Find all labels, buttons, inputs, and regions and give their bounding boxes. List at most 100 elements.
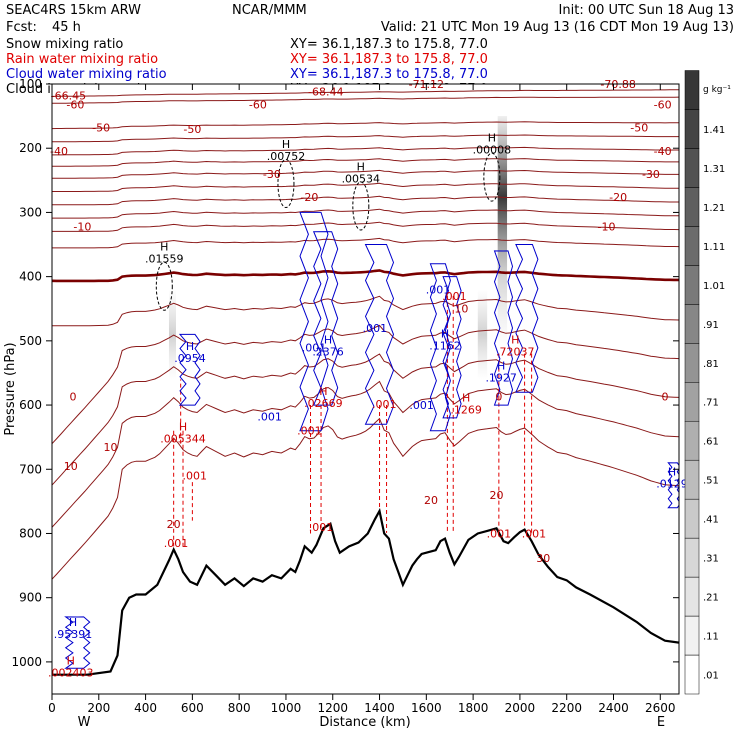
cloud-water-contour bbox=[364, 243, 395, 425]
isotherm-label: 0 bbox=[495, 391, 502, 404]
cloud-water-contour bbox=[493, 250, 514, 406]
x-end-label-west: W bbox=[78, 715, 91, 730]
cloud-ice-peak-value: .00752 bbox=[267, 150, 306, 163]
x-axis-title: Distance (km) bbox=[319, 715, 410, 730]
cloud-water-peak-marker: H bbox=[668, 465, 676, 478]
cloud-water-contour bbox=[312, 231, 339, 406]
y-tick-label: 1000 bbox=[11, 655, 42, 669]
rain-water-peak-marker: H bbox=[511, 334, 519, 347]
forecast-label: Fcst: bbox=[6, 20, 37, 35]
center-title: NCAR/MMM bbox=[232, 3, 307, 18]
rain-water-peak-value: .72037 bbox=[496, 346, 535, 359]
x-tick-label: 1200 bbox=[317, 701, 348, 715]
cloud-water-contour bbox=[429, 263, 451, 432]
isotherm-line bbox=[52, 158, 679, 167]
x-end-label-east: E bbox=[657, 715, 665, 730]
isotherm-label: -30 bbox=[263, 168, 281, 181]
isotherm-line bbox=[52, 221, 679, 232]
x-tick-label: 2400 bbox=[598, 701, 629, 715]
isotherm-label: -40 bbox=[654, 145, 672, 158]
cloud-ice-contour bbox=[277, 159, 295, 209]
y-tick-label: 300 bbox=[19, 205, 42, 219]
x-tick-label: 1600 bbox=[411, 701, 442, 715]
cloud-water-peak-value: .1162 bbox=[429, 339, 461, 352]
colorbar-level-label: .91 bbox=[703, 320, 719, 331]
cloud-ice-peak-marker: H bbox=[160, 241, 168, 254]
colorbar-level-label: .71 bbox=[703, 398, 719, 409]
terrain-line bbox=[52, 507, 679, 676]
cloud-water-peak-value: .0954 bbox=[174, 352, 206, 365]
isotherm-line bbox=[52, 269, 679, 283]
x-tick-label: 2200 bbox=[551, 701, 582, 715]
colorbar-level-label: .21 bbox=[703, 593, 719, 604]
contour-label: 10 bbox=[454, 303, 468, 316]
rain-water-peak-value: .1269 bbox=[450, 403, 482, 416]
isotherm-line bbox=[52, 295, 679, 327]
colorbar-swatch bbox=[684, 576, 700, 617]
snow-column-shading bbox=[497, 116, 508, 348]
isotherm-line bbox=[52, 121, 679, 130]
field-xy: XY= 36.1,187.3 to 175.8, 77.0 bbox=[290, 52, 488, 67]
cloud-ice-peak-value: .00008 bbox=[473, 143, 512, 156]
colorbar-level-label: .51 bbox=[703, 476, 719, 487]
field-label: Cloud water mixing ratio bbox=[6, 67, 167, 82]
colorbar-level-label: 1.01 bbox=[703, 281, 725, 292]
minimum-contour-label: .001 bbox=[182, 470, 207, 483]
minimum-contour-label: .001 bbox=[487, 527, 512, 540]
cloud-water-contour bbox=[178, 333, 201, 406]
contour-label: 30 bbox=[536, 552, 550, 565]
cloud-water-contour bbox=[299, 211, 329, 432]
isotherm-line bbox=[52, 195, 679, 206]
cloud-ice-peak-value: .00534 bbox=[342, 172, 381, 185]
cloud-water-peak-value: .0129 bbox=[656, 477, 688, 490]
minimum-contour-label: .001 bbox=[372, 398, 397, 411]
colorbar-swatch bbox=[684, 382, 700, 422]
forecast-value: 45 h bbox=[52, 20, 81, 35]
valid-time: Valid: 21 UTC Mon 19 Aug 13 (16 CDT Mon … bbox=[381, 20, 734, 35]
isotherm-line bbox=[52, 380, 679, 528]
contour-label: 20 bbox=[424, 494, 438, 507]
contour-label: -66.45 bbox=[51, 90, 86, 103]
snow-column-shading bbox=[168, 289, 176, 380]
minimum-contour-label: .001 bbox=[522, 527, 547, 540]
isotherm-line bbox=[52, 169, 679, 179]
minimum-contour-label: .001 bbox=[426, 283, 451, 296]
isotherm-label: -20 bbox=[609, 191, 627, 204]
colorbar: .01 .11 .21 .31 .41 .51 .61 .71 .81 .91 1.01 1.11 1.… bbox=[684, 70, 731, 695]
init-time: Init: 00 UTC Sun 18 Aug 13 bbox=[559, 3, 734, 18]
cloud-water-peak-value: .1927 bbox=[485, 371, 517, 384]
cloud-water-contour bbox=[442, 276, 462, 419]
colorbar-swatch bbox=[684, 109, 700, 149]
colorbar-swatch bbox=[684, 70, 700, 110]
x-tick-label: 1800 bbox=[458, 701, 489, 715]
rain-water-peak-value: .005344 bbox=[160, 432, 206, 445]
colorbar-swatch bbox=[684, 187, 700, 227]
field-xy: XY= 36.1,187.3 to 175.8, 77.0 bbox=[290, 67, 488, 82]
y-tick-label: 900 bbox=[19, 591, 42, 605]
y-tick-label: 400 bbox=[19, 270, 42, 284]
cloud-water-peak-marker: H bbox=[186, 340, 194, 353]
cloud-water-peak-value: .2376 bbox=[312, 346, 344, 359]
cloud-ice-contour bbox=[483, 152, 501, 202]
contour-label: -68.44 bbox=[308, 86, 343, 99]
cloud-water-contour bbox=[515, 243, 539, 393]
y-tick-label: 100 bbox=[19, 77, 42, 91]
x-tick-label: 800 bbox=[228, 701, 251, 715]
rain-water-peak-marker: H bbox=[319, 385, 327, 398]
cloud-ice-contour bbox=[352, 181, 370, 231]
isotherm-label: -10 bbox=[73, 221, 91, 234]
colorbar-swatch bbox=[684, 226, 700, 266]
colorbar-level-label: 1.41 bbox=[703, 125, 725, 136]
colorbar-level-label: .01 bbox=[703, 671, 719, 682]
isotherm-label: 0 bbox=[70, 391, 77, 404]
isotherm-label: 0 bbox=[661, 391, 668, 404]
x-tick-label: 2000 bbox=[505, 701, 536, 715]
field-label: Rain water mixing ratio bbox=[6, 52, 158, 67]
x-tick-label: 0 bbox=[48, 701, 56, 715]
colorbar-unit: g kg⁻¹ bbox=[703, 85, 731, 95]
y-tick-label: 800 bbox=[19, 526, 42, 540]
cloud-ice-peak-marker: H bbox=[357, 160, 365, 173]
rain-water-peak-marker: H bbox=[179, 420, 187, 433]
contour-label: 10 bbox=[103, 441, 117, 454]
